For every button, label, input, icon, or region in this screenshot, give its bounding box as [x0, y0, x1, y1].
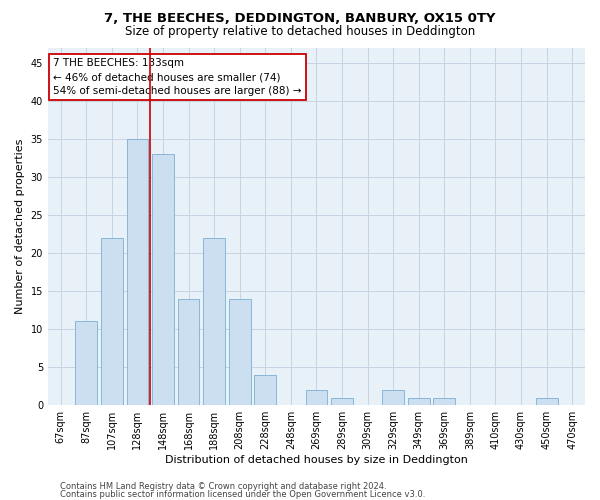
Bar	[101, 238, 123, 405]
Bar	[331, 398, 353, 405]
Bar	[382, 390, 404, 405]
Text: 7 THE BEECHES: 133sqm
← 46% of detached houses are smaller (74)
54% of semi-deta: 7 THE BEECHES: 133sqm ← 46% of detached …	[53, 58, 302, 96]
Text: 7, THE BEECHES, DEDDINGTON, BANBURY, OX15 0TY: 7, THE BEECHES, DEDDINGTON, BANBURY, OX1…	[104, 12, 496, 26]
Bar	[408, 398, 430, 405]
Bar	[254, 375, 276, 405]
Text: Contains public sector information licensed under the Open Government Licence v3: Contains public sector information licen…	[60, 490, 425, 499]
Bar	[76, 322, 97, 405]
Text: Contains HM Land Registry data © Crown copyright and database right 2024.: Contains HM Land Registry data © Crown c…	[60, 482, 386, 491]
Bar	[178, 298, 199, 405]
Bar	[203, 238, 225, 405]
Text: Size of property relative to detached houses in Deddington: Size of property relative to detached ho…	[125, 25, 475, 38]
Bar	[127, 139, 148, 405]
Bar	[536, 398, 557, 405]
Bar	[229, 298, 251, 405]
Bar	[152, 154, 174, 405]
X-axis label: Distribution of detached houses by size in Deddington: Distribution of detached houses by size …	[165, 455, 468, 465]
Bar	[433, 398, 455, 405]
Y-axis label: Number of detached properties: Number of detached properties	[15, 138, 25, 314]
Bar	[305, 390, 328, 405]
